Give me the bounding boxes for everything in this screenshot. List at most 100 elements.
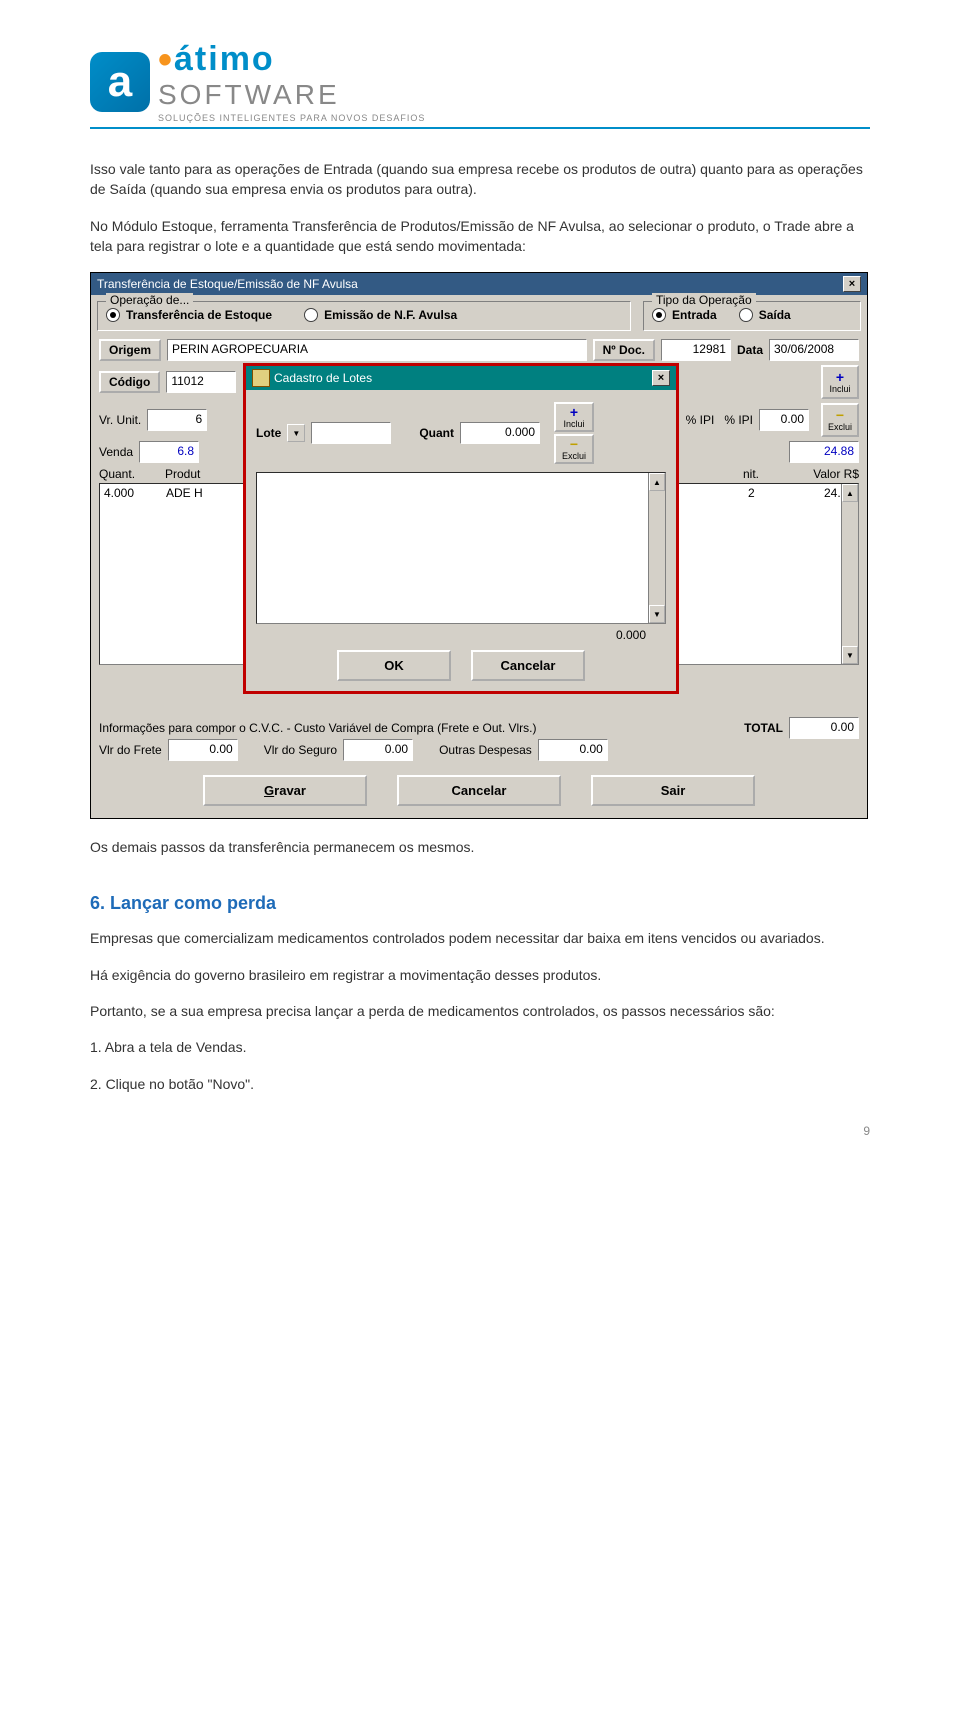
group-legend: Operação de... bbox=[106, 293, 193, 307]
window-titlebar: Transferência de Estoque/Emissão de NF A… bbox=[91, 273, 867, 295]
ipi-label2: % IPI bbox=[724, 413, 753, 427]
group-legend: Tipo da Operação bbox=[652, 293, 756, 307]
exclui-button[interactable]: − Exclui bbox=[554, 434, 594, 464]
sair-button[interactable]: Sair bbox=[591, 775, 755, 806]
lote-input[interactable] bbox=[311, 422, 391, 444]
dialog-cadastro-lotes: Cadastro de Lotes × Lote ▼ Quant 0.000 bbox=[243, 363, 679, 694]
paragraph: Os demais passos da transferência perman… bbox=[90, 837, 870, 857]
minus-icon: − bbox=[570, 437, 578, 451]
radio-label: Entrada bbox=[672, 308, 717, 322]
seguro-value: 0.00 bbox=[343, 739, 413, 761]
origem-value: PERIN AGROPECUARIA bbox=[167, 339, 587, 361]
logo-accent-icon: • bbox=[158, 50, 174, 70]
seguro-label: Vlr do Seguro bbox=[264, 743, 337, 757]
logo: a • átimo SOFTWARE SOLUÇÕES INTELIGENTES… bbox=[90, 40, 870, 123]
frete-value: 0.00 bbox=[168, 739, 238, 761]
venda-total: 24.88 bbox=[789, 441, 859, 463]
cell-unit: 2 bbox=[748, 486, 778, 500]
lote-label: Lote bbox=[256, 426, 281, 440]
cancelar-button[interactable]: Cancelar bbox=[397, 775, 561, 806]
page: a • átimo SOFTWARE SOLUÇÕES INTELIGENTES… bbox=[0, 0, 960, 1168]
venda-value: 6.8 bbox=[139, 441, 199, 463]
col-quant: Quant. bbox=[99, 467, 159, 481]
ipi-label: % IPI bbox=[686, 413, 715, 427]
dialog-area: Código 11012 + Inclui Vr. Unit. 6 % IPI … bbox=[91, 363, 867, 713]
header-rule bbox=[90, 127, 870, 129]
section-heading: 6. Lançar como perda bbox=[90, 893, 870, 914]
paragraph: Portanto, se a sua empresa precisa lança… bbox=[90, 1001, 870, 1021]
radio-transferencia[interactable] bbox=[106, 308, 120, 322]
col-unit: nit. bbox=[743, 467, 783, 481]
chevron-down-icon[interactable]: ▼ bbox=[287, 424, 305, 442]
scrollbar[interactable]: ▲ ▼ bbox=[648, 473, 665, 623]
list-item: 2. Clique no botão "Novo". bbox=[90, 1074, 870, 1094]
scrollbar[interactable]: ▲ ▼ bbox=[841, 484, 858, 664]
group-operacao: Operação de... Transferência de Estoque … bbox=[97, 301, 631, 331]
screenshot-transferencia: Transferência de Estoque/Emissão de NF A… bbox=[90, 272, 868, 819]
logo-tagline: SOLUÇÕES INTELIGENTES PARA NOVOS DESAFIO… bbox=[158, 113, 425, 123]
scroll-up-icon[interactable]: ▲ bbox=[842, 484, 858, 502]
radio-label: Saída bbox=[759, 308, 791, 322]
scroll-down-icon[interactable]: ▼ bbox=[649, 605, 665, 623]
paragraph: Empresas que comercializam medicamentos … bbox=[90, 928, 870, 948]
logo-icon: a bbox=[90, 52, 150, 112]
radio-label: Emissão de N.F. Avulsa bbox=[324, 308, 457, 322]
dialog-titlebar: Cadastro de Lotes × bbox=[246, 366, 676, 390]
dialog-title: Cadastro de Lotes bbox=[274, 371, 372, 385]
ok-button[interactable]: OK bbox=[337, 650, 451, 681]
paragraph: Isso vale tanto para as operações de Ent… bbox=[90, 159, 870, 200]
col-valor: Valor R$ bbox=[789, 467, 859, 481]
plus-icon: + bbox=[836, 370, 844, 384]
paragraph: No Módulo Estoque, ferramenta Transferên… bbox=[90, 216, 870, 257]
page-number: 9 bbox=[90, 1124, 870, 1138]
close-icon[interactable]: × bbox=[843, 276, 861, 292]
radio-saida[interactable] bbox=[739, 308, 753, 322]
outras-label: Outras Despesas bbox=[439, 743, 532, 757]
cvc-info: Informações para compor o C.V.C. - Custo… bbox=[99, 721, 738, 735]
inclui-button[interactable]: + Inclui bbox=[554, 402, 594, 432]
shield-icon bbox=[252, 369, 270, 387]
lote-list: ▲ ▼ bbox=[256, 472, 666, 624]
gravar-button[interactable]: Gravar bbox=[203, 775, 367, 806]
radio-label: Transferência de Estoque bbox=[126, 308, 272, 322]
exclui-button[interactable]: − Exclui bbox=[821, 403, 859, 437]
logo-letter: a bbox=[108, 57, 132, 107]
quant-label: Quant bbox=[419, 426, 454, 440]
logo-text: • átimo SOFTWARE SOLUÇÕES INTELIGENTES P… bbox=[158, 40, 425, 123]
scroll-up-icon[interactable]: ▲ bbox=[649, 473, 665, 491]
total-label: TOTAL bbox=[744, 721, 783, 735]
cancelar-button[interactable]: Cancelar bbox=[471, 650, 585, 681]
quant-input[interactable]: 0.000 bbox=[460, 422, 540, 444]
lote-sum: 0.000 bbox=[256, 624, 666, 650]
data-value: 30/06/2008 bbox=[769, 339, 859, 361]
cell-quant: 4.000 bbox=[104, 486, 160, 500]
vrunit-value: 6 bbox=[147, 409, 207, 431]
logo-word2: SOFTWARE bbox=[158, 79, 425, 111]
window-title: Transferência de Estoque/Emissão de NF A… bbox=[97, 277, 358, 291]
close-icon[interactable]: × bbox=[652, 370, 670, 386]
total-value: 0.00 bbox=[789, 717, 859, 739]
venda-label: Venda bbox=[99, 445, 133, 459]
list-item: 1. Abra a tela de Vendas. bbox=[90, 1037, 870, 1057]
outras-value: 0.00 bbox=[538, 739, 608, 761]
ipi-value: 0.00 bbox=[759, 409, 809, 431]
data-label: Data bbox=[737, 343, 763, 357]
group-tipo: Tipo da Operação Entrada Saída bbox=[643, 301, 861, 331]
scroll-down-icon[interactable]: ▼ bbox=[842, 646, 858, 664]
inclui-button[interactable]: + Inclui bbox=[821, 365, 859, 399]
minus-icon: − bbox=[836, 408, 844, 422]
radio-emissao[interactable] bbox=[304, 308, 318, 322]
vrunit-label: Vr. Unit. bbox=[99, 413, 141, 427]
radio-entrada[interactable] bbox=[652, 308, 666, 322]
plus-icon: + bbox=[570, 405, 578, 419]
codigo-button[interactable]: Código bbox=[99, 371, 160, 393]
codigo-value: 11012 bbox=[166, 371, 236, 393]
ndoc-value: 12981 bbox=[661, 339, 731, 361]
origem-button[interactable]: Origem bbox=[99, 339, 161, 361]
cell-prod: ADE H bbox=[166, 486, 226, 500]
ndoc-button[interactable]: Nº Doc. bbox=[593, 339, 655, 361]
frete-label: Vlr do Frete bbox=[99, 743, 162, 757]
col-prod: Produt bbox=[165, 467, 225, 481]
paragraph: Há exigência do governo brasileiro em re… bbox=[90, 965, 870, 985]
logo-word1: • átimo bbox=[158, 40, 425, 79]
